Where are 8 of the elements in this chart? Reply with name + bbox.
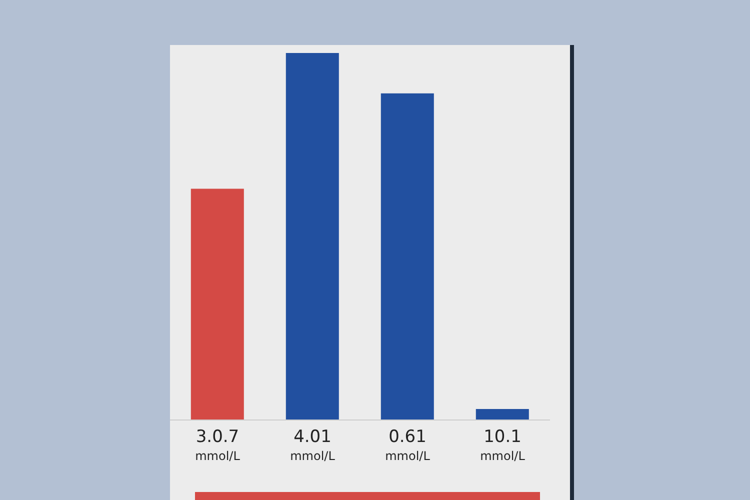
bar xyxy=(286,53,339,420)
x-tick-label: 0.61 mmol/L xyxy=(385,427,430,463)
bar xyxy=(190,188,244,420)
bar xyxy=(380,93,434,420)
x-tick-label: 3.0.7 mmol/L xyxy=(195,427,240,463)
x-tick-label: 4.01 mmol/L xyxy=(290,427,336,463)
bar xyxy=(476,408,529,420)
x-tick-label: 10.1 mmol/L xyxy=(480,427,526,463)
